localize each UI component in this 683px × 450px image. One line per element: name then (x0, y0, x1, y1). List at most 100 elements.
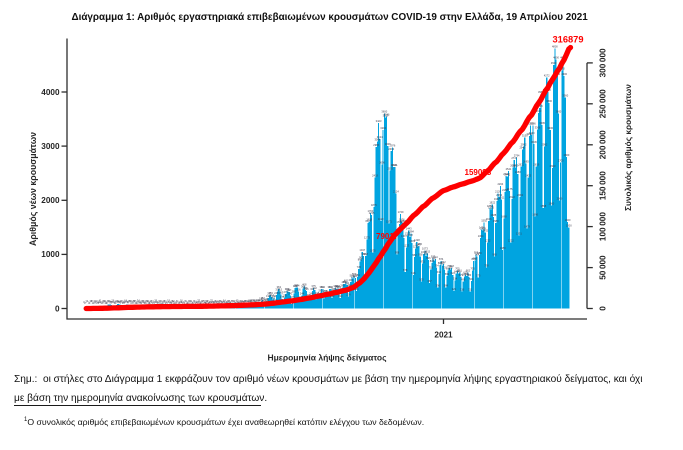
svg-text:15: 15 (152, 301, 155, 305)
svg-text:504: 504 (469, 277, 474, 281)
svg-text:3383: 3383 (528, 121, 534, 125)
svg-text:250 000: 250 000 (599, 89, 608, 118)
svg-text:300 000: 300 000 (599, 48, 608, 77)
svg-text:2063: 2063 (517, 193, 523, 197)
svg-text:9: 9 (89, 301, 91, 305)
svg-text:805: 805 (438, 261, 443, 265)
svg-text:282: 282 (292, 289, 297, 293)
svg-text:316: 316 (460, 287, 465, 291)
svg-text:678: 678 (403, 268, 408, 272)
svg-text:56: 56 (222, 300, 225, 304)
svg-text:590: 590 (462, 273, 467, 277)
svg-text:64: 64 (115, 299, 118, 303)
svg-text:10: 10 (94, 299, 97, 303)
svg-text:89: 89 (239, 300, 242, 304)
svg-text:622: 622 (451, 271, 456, 275)
svg-text:1584: 1584 (400, 219, 406, 223)
svg-text:159098: 159098 (465, 168, 492, 177)
svg-text:15: 15 (202, 299, 205, 303)
svg-text:321: 321 (304, 287, 309, 291)
svg-text:70: 70 (107, 299, 110, 303)
svg-text:914: 914 (433, 255, 438, 259)
svg-text:61: 61 (231, 299, 234, 303)
svg-text:1222: 1222 (508, 238, 514, 242)
svg-text:254: 254 (268, 291, 273, 295)
svg-text:874: 874 (439, 257, 444, 261)
svg-text:25: 25 (211, 300, 214, 304)
svg-text:389: 389 (340, 283, 345, 287)
svg-text:718: 718 (429, 266, 434, 270)
svg-text:103: 103 (246, 299, 251, 303)
svg-text:579: 579 (459, 273, 464, 277)
svg-text:33: 33 (113, 300, 116, 304)
svg-text:200 000: 200 000 (599, 130, 608, 159)
svg-text:389: 389 (294, 283, 299, 287)
svg-text:735: 735 (357, 265, 362, 269)
svg-text:33: 33 (197, 299, 200, 303)
svg-text:30: 30 (171, 299, 174, 303)
svg-text:175: 175 (280, 295, 285, 299)
svg-text:394: 394 (347, 283, 352, 287)
svg-text:316: 316 (296, 287, 301, 291)
svg-text:1620: 1620 (378, 217, 384, 221)
svg-text:200: 200 (282, 294, 287, 298)
svg-text:1080: 1080 (500, 246, 506, 250)
svg-text:63: 63 (135, 301, 138, 305)
svg-text:9: 9 (176, 299, 178, 303)
svg-text:94: 94 (240, 299, 243, 303)
svg-text:720: 720 (442, 266, 447, 270)
svg-text:17: 17 (91, 299, 94, 303)
svg-text:30: 30 (104, 301, 107, 305)
svg-text:198: 198 (266, 294, 271, 298)
svg-text:641: 641 (437, 270, 442, 274)
svg-text:209: 209 (307, 293, 312, 297)
svg-text:2: 2 (84, 301, 86, 305)
svg-text:41: 41 (220, 301, 223, 305)
svg-text:98: 98 (266, 299, 269, 303)
svg-text:838: 838 (430, 259, 435, 263)
svg-text:2800: 2800 (564, 153, 570, 157)
svg-text:1155: 1155 (416, 242, 422, 246)
svg-text:322: 322 (310, 287, 315, 291)
svg-text:998: 998 (395, 250, 400, 254)
svg-text:3000: 3000 (41, 142, 60, 151)
svg-text:1123: 1123 (404, 244, 410, 248)
svg-text:50: 50 (234, 300, 237, 304)
svg-text:1500: 1500 (566, 223, 572, 227)
svg-text:49: 49 (236, 299, 239, 303)
svg-text:887: 887 (432, 256, 437, 260)
svg-text:281: 281 (324, 289, 329, 293)
svg-text:960: 960 (492, 253, 497, 257)
svg-text:2992: 2992 (521, 143, 527, 147)
svg-text:4600: 4600 (553, 56, 559, 60)
svg-text:64: 64 (124, 299, 127, 303)
svg-text:224: 224 (346, 292, 351, 296)
svg-text:32: 32 (172, 299, 175, 303)
svg-text:1015: 1015 (424, 250, 430, 254)
svg-text:1592: 1592 (481, 218, 487, 222)
svg-text:31: 31 (196, 300, 199, 304)
svg-text:952: 952 (412, 253, 417, 257)
svg-text:14: 14 (179, 300, 182, 304)
svg-text:79017: 79017 (376, 232, 399, 241)
svg-text:3294: 3294 (380, 126, 386, 130)
svg-text:17: 17 (92, 301, 95, 305)
svg-text:18: 18 (174, 301, 177, 305)
svg-text:4300: 4300 (561, 72, 567, 76)
svg-text:1606: 1606 (399, 218, 405, 222)
svg-text:822: 822 (441, 260, 446, 264)
svg-text:3386: 3386 (530, 121, 536, 125)
svg-text:52: 52 (121, 299, 124, 303)
svg-text:25: 25 (210, 299, 213, 303)
svg-text:19: 19 (217, 301, 220, 305)
svg-text:150 000: 150 000 (599, 171, 608, 200)
svg-text:323: 323 (285, 287, 290, 291)
svg-text:390: 390 (436, 283, 441, 287)
svg-text:503: 503 (419, 277, 424, 281)
svg-text:384: 384 (295, 284, 300, 288)
svg-text:214: 214 (270, 293, 275, 297)
svg-text:968: 968 (364, 252, 369, 256)
svg-text:363: 363 (277, 285, 282, 289)
svg-text:61: 61 (224, 300, 227, 304)
svg-text:2621: 2621 (518, 163, 524, 167)
